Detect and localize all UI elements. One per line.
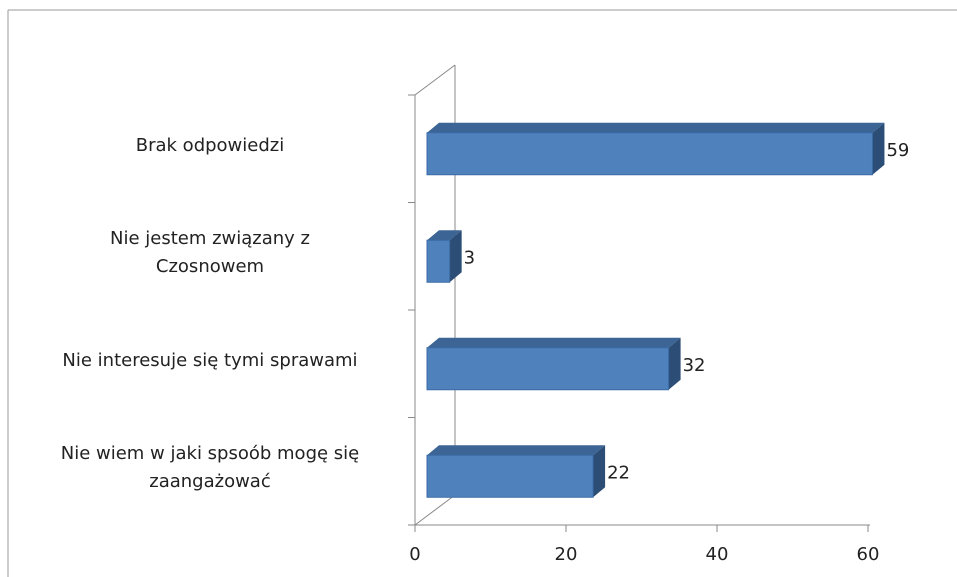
bar-front bbox=[426, 347, 670, 391]
category-label: Brak odpowiedzi bbox=[135, 134, 285, 156]
bar-side bbox=[593, 445, 606, 498]
x-tick-label: 40 bbox=[706, 544, 729, 565]
bar-front bbox=[426, 132, 873, 176]
category-label: Nie wiem w jaki spsoób mogę się zaangażo… bbox=[60, 443, 360, 493]
bar-front bbox=[426, 454, 594, 498]
value-label: 32 bbox=[683, 355, 706, 376]
x-tick-label: 20 bbox=[555, 544, 578, 565]
bar-side bbox=[449, 230, 462, 283]
floor-edge bbox=[414, 494, 456, 526]
category-label: Nie jestem związany z Czosnowem bbox=[109, 228, 310, 278]
bar-side bbox=[668, 337, 681, 390]
bar-top bbox=[427, 122, 885, 133]
value-label: 59 bbox=[886, 140, 909, 161]
value-label: 3 bbox=[464, 247, 475, 268]
bar-front bbox=[426, 239, 451, 283]
category-label: Nie interesuje się tymi sprawami bbox=[62, 349, 358, 371]
bar-top bbox=[427, 230, 462, 241]
bar bbox=[426, 230, 462, 283]
bar bbox=[426, 445, 606, 498]
x-tick-label: 60 bbox=[857, 544, 880, 565]
bar-side bbox=[872, 122, 885, 175]
bar bbox=[426, 337, 681, 391]
value-label: 22 bbox=[607, 462, 630, 483]
wall-edge bbox=[414, 64, 456, 96]
bar-top bbox=[427, 445, 606, 456]
bar bbox=[426, 122, 885, 176]
bar-top bbox=[427, 337, 681, 348]
x-tick-label: 0 bbox=[409, 544, 420, 565]
